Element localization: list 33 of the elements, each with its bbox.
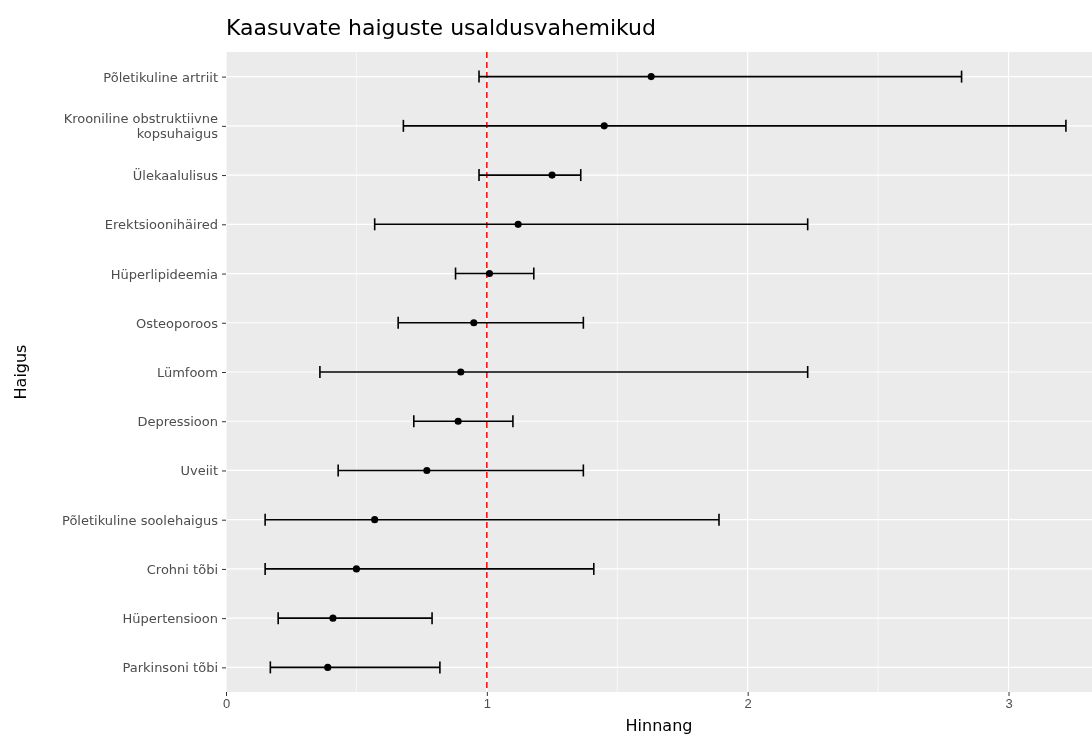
point (457, 368, 465, 376)
x-tick-label: 3 (1005, 696, 1013, 712)
point (423, 466, 431, 475)
y-tick-label: Crohni tõbi (146, 561, 218, 577)
y-tick-label: Ülekaalulisus (132, 167, 219, 184)
chart-title: Kaasuvate haiguste usaldusvahemikud (226, 15, 656, 40)
point (470, 319, 478, 327)
point (485, 269, 494, 278)
y-tick-label: Uveiit (180, 463, 218, 479)
y-tick-label: Depressioon (137, 414, 218, 430)
point (514, 220, 522, 228)
y-tick-label: Erektsioonihäired (104, 217, 218, 233)
point (454, 417, 462, 425)
x-tick-label: 1 (483, 696, 491, 712)
point (647, 73, 655, 81)
y-tick-label: Parkinsoni tõbi (122, 660, 218, 676)
y-tick-label: Põletikuline artriit (103, 69, 218, 85)
x-axis-title: Hinnang (625, 716, 693, 735)
y-tick-label: Osteoporoos (136, 315, 219, 331)
point (548, 171, 556, 179)
point (329, 614, 337, 622)
point (324, 663, 332, 671)
y-tick-label: Lümfoom (156, 365, 218, 380)
x-tick-label: 2 (744, 696, 752, 712)
x-tick-label: 0 (222, 696, 231, 712)
point (352, 565, 360, 573)
point (371, 516, 379, 524)
point (600, 122, 608, 130)
y-tick-label: Põletikuline soolehaigus (62, 512, 219, 528)
y-tick-label: Hüperlipideemia (110, 266, 218, 282)
y-tick-label: Hüpertensioon (122, 611, 218, 627)
y-tick-label: Krooniline obstruktiivne kopsuhaigus (63, 111, 219, 142)
y-axis-title: Haigus (11, 344, 30, 400)
